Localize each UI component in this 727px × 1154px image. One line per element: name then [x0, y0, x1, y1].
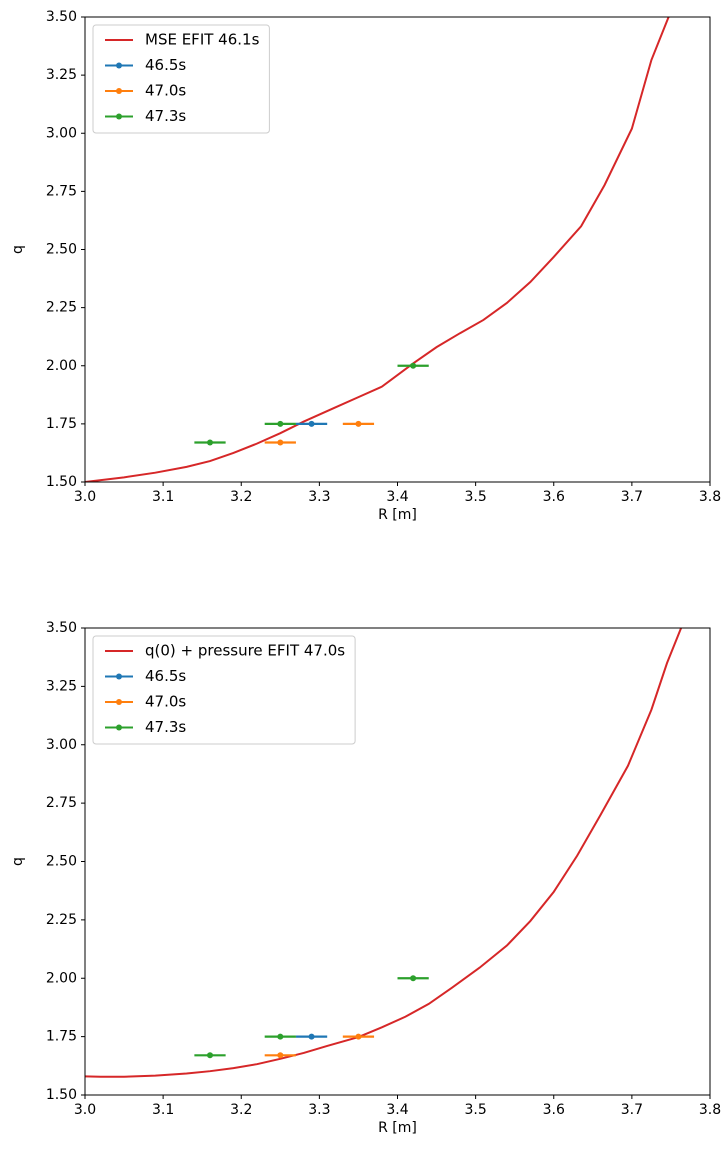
y-tick-label: 3.50 — [46, 620, 77, 636]
legend-swatch — [116, 113, 122, 120]
y-tick-label: 3.50 — [46, 9, 77, 25]
legend-label: MSE EFIT 46.1s — [145, 31, 260, 49]
line — [85, 17, 670, 482]
data-point — [308, 1033, 315, 1040]
x-tick-label: 3.1 — [152, 1102, 174, 1118]
data-point — [207, 439, 213, 446]
plot-area — [85, 628, 683, 1078]
y-tick-label: 3.25 — [46, 67, 77, 83]
data-point — [277, 1052, 284, 1059]
legend-label: 47.0s — [145, 82, 186, 100]
y-tick-label: 3.00 — [46, 125, 77, 141]
legend-label: 46.5s — [145, 56, 186, 74]
y-tick-label: 3.00 — [46, 737, 77, 753]
x-axis-label: R [m] — [378, 507, 417, 523]
y-tick-label: 2.00 — [46, 970, 77, 986]
axes-frame — [84, 627, 711, 1096]
legend-label: 47.3s — [145, 718, 186, 736]
x-tick-label: 3.4 — [386, 489, 408, 505]
legend-label: 46.5s — [145, 667, 186, 685]
legend-frame — [92, 24, 270, 134]
legend-swatch — [116, 62, 122, 69]
data-point — [207, 1052, 213, 1059]
y-tick-label: 2.25 — [46, 912, 77, 928]
y-tick-label: 2.25 — [46, 300, 77, 316]
y-tick-label: 2.75 — [46, 183, 77, 199]
x-tick-label: 3.7 — [621, 489, 643, 505]
x-axis-label: R [m] — [378, 1120, 417, 1136]
legend-swatch — [116, 724, 122, 731]
y-axis-label: q — [10, 857, 26, 866]
x-tick-label: 3.2 — [230, 489, 252, 505]
data-point — [410, 975, 417, 982]
x-tick-label: 3.4 — [386, 1102, 408, 1118]
data-point — [277, 1033, 284, 1040]
legend-swatch — [116, 88, 122, 94]
plot-area — [85, 17, 670, 482]
x-tick-label: 3.8 — [699, 1102, 721, 1118]
data-point — [277, 439, 284, 446]
y-axis-label: q — [10, 245, 26, 254]
x-tick-label: 3.0 — [74, 1102, 96, 1118]
legend-label: q(0) + pressure EFIT 47.0s — [145, 642, 345, 660]
line — [85, 628, 683, 1078]
data-point — [355, 420, 362, 427]
x-tick-label: 3.8 — [699, 489, 721, 505]
data-point — [355, 1033, 362, 1040]
y-tick-label: 1.50 — [46, 1087, 77, 1103]
legend: MSE EFIT 46.1s 46.5s 47.0s 47.3s — [92, 24, 270, 134]
data-point — [277, 420, 284, 427]
data-point — [308, 420, 315, 427]
x-tick-label: 3.6 — [543, 489, 565, 505]
legend-frame — [92, 635, 356, 745]
y-tick-label: 2.75 — [46, 795, 77, 811]
y-tick-label: 1.75 — [46, 1029, 77, 1045]
x-tick-label: 3.6 — [543, 1102, 565, 1118]
x-tick-label: 3.5 — [464, 1102, 486, 1118]
y-tick-label: 1.75 — [46, 416, 77, 432]
legend-label: 47.3s — [145, 107, 186, 125]
subplot: 3.0 3.1 3.2 3.3 3.4 3.5 3.6 3.7 3.8 1.50 1.75 2.00 2… — [10, 620, 721, 1136]
legend-swatch — [116, 673, 122, 680]
x-tick-label: 3.5 — [464, 489, 486, 505]
x-tick-label: 3.2 — [230, 1102, 252, 1118]
data-point — [410, 362, 417, 369]
y-tick-label: 3.25 — [46, 678, 77, 694]
x-tick-label: 3.1 — [152, 489, 174, 505]
x-tick-label: 3.3 — [308, 1102, 330, 1118]
y-tick-label: 1.50 — [46, 474, 77, 490]
legend: q(0) + pressure EFIT 47.0s 46.5s 47.0s 47.3… — [92, 635, 356, 745]
x-tick-label: 3.7 — [621, 1102, 643, 1118]
y-tick-label: 2.50 — [46, 854, 77, 870]
axes-frame — [84, 16, 711, 483]
y-tick-label: 2.00 — [46, 358, 77, 374]
y-tick-label: 2.50 — [46, 242, 77, 258]
legend-label: 47.0s — [145, 693, 186, 711]
x-tick-label: 3.0 — [74, 489, 96, 505]
legend-swatch — [116, 699, 122, 705]
x-tick-label: 3.3 — [308, 489, 330, 505]
subplot: 3.0 3.1 3.2 3.3 3.4 3.5 3.6 3.7 3.8 1.50 1.75 2.00 2… — [10, 9, 721, 523]
